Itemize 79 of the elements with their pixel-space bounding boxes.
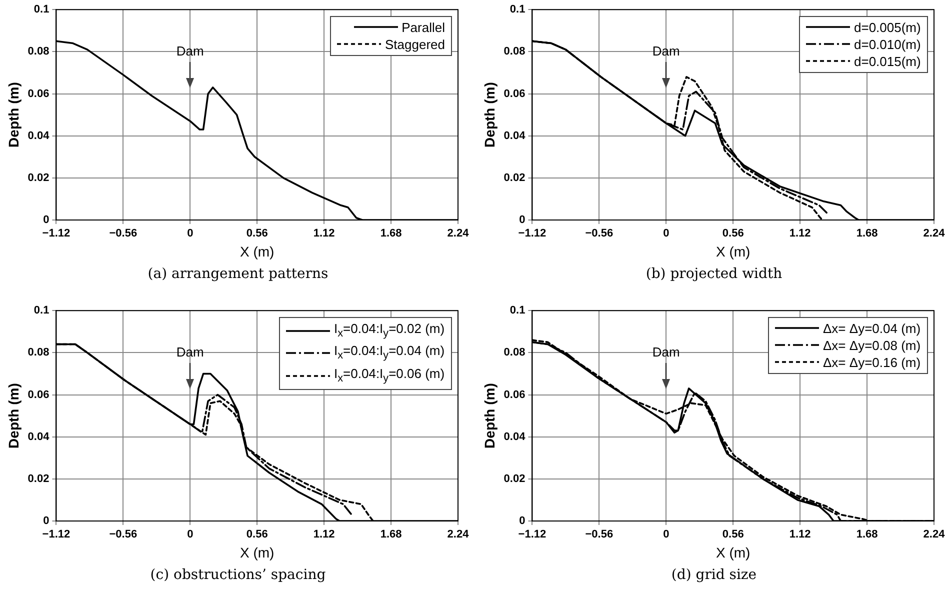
y-tick-label: 0.02 bbox=[504, 172, 526, 184]
annotation: Dam bbox=[176, 344, 204, 360]
x-tick-label: −1.12 bbox=[42, 228, 70, 240]
x-tick-label: 0 bbox=[187, 528, 194, 541]
x-axis-title: X (m) bbox=[240, 243, 274, 260]
y-tick-label: 0.06 bbox=[504, 388, 526, 401]
y-axis-title: Depth (m) bbox=[5, 82, 22, 148]
y-axis-title: Depth (m) bbox=[481, 383, 498, 448]
x-tick-label: 0 bbox=[663, 228, 670, 240]
x-axis-title: X (m) bbox=[240, 544, 274, 560]
x-tick-label: 1.68 bbox=[856, 528, 878, 541]
x-tick-label: 1.12 bbox=[789, 228, 811, 240]
x-tick-label: 0 bbox=[187, 228, 194, 240]
y-tick-label: 0.08 bbox=[504, 346, 526, 359]
legend-label: Δx= Δy=0.04 (m) bbox=[823, 320, 921, 337]
y-tick-label: 0.06 bbox=[28, 88, 50, 100]
legend-label: d=0.015(m) bbox=[854, 52, 921, 70]
x-tick-label: 2.24 bbox=[447, 528, 470, 541]
y-tick-label: 0.02 bbox=[504, 472, 526, 485]
x-axis-title: X (m) bbox=[716, 544, 750, 560]
x-tick-label: 1.68 bbox=[380, 228, 402, 240]
annotation: Dam bbox=[176, 43, 204, 58]
x-tick-label: 2.24 bbox=[923, 228, 946, 240]
y-tick-label: 0 bbox=[519, 214, 526, 226]
x-tick-label: 1.68 bbox=[380, 528, 402, 541]
legend-label: d=0.005(m) bbox=[854, 18, 921, 36]
text: (b) projected width bbox=[644, 266, 784, 282]
x-tick-label: 1.68 bbox=[856, 228, 878, 240]
y-tick-label: 0 bbox=[43, 214, 50, 226]
y-tick-label: 0.1 bbox=[34, 4, 50, 16]
x-tick-label: 0.56 bbox=[722, 528, 744, 541]
y-tick-label: 0.08 bbox=[28, 46, 50, 58]
x-axis-title: X (m) bbox=[716, 243, 750, 260]
y-axis-title: Depth (m) bbox=[5, 383, 22, 448]
y-tick-label: 0.02 bbox=[28, 172, 50, 184]
x-tick-label: 0.56 bbox=[722, 228, 744, 240]
x-tick-label: 1.12 bbox=[789, 528, 811, 541]
x-tick-label: 1.12 bbox=[313, 228, 335, 240]
legend-label: Δx= Δy=0.08 (m) bbox=[823, 336, 921, 354]
legend-label: Staggered bbox=[385, 36, 445, 53]
x-tick-label: −0.56 bbox=[109, 528, 138, 541]
y-tick-label: 0.08 bbox=[28, 346, 50, 359]
x-tick-label: −0.56 bbox=[585, 228, 614, 240]
legend-label: I$_{x}$=0.04:I$_{y}$=0.06 (m) bbox=[334, 364, 445, 386]
y-tick-label: 0.04 bbox=[28, 430, 50, 443]
x-tick-label: −1.12 bbox=[518, 228, 546, 240]
x-tick-label: −0.56 bbox=[109, 228, 138, 240]
y-tick-label: 0.04 bbox=[504, 430, 526, 443]
x-tick-label: −0.56 bbox=[585, 528, 614, 541]
x-tick-label: 0.56 bbox=[246, 528, 268, 541]
legend-label: d=0.010(m) bbox=[854, 36, 921, 53]
y-tick-label: 0.06 bbox=[504, 88, 526, 100]
y-tick-label: 0 bbox=[519, 515, 526, 528]
x-tick-label: 2.24 bbox=[923, 528, 946, 541]
text: (a) arrangement patterns bbox=[146, 266, 330, 282]
x-tick-label: −1.12 bbox=[42, 528, 70, 541]
y-tick-label: 0.1 bbox=[510, 4, 526, 16]
x-tick-label: −1.12 bbox=[518, 528, 546, 541]
x-tick-label: 0.56 bbox=[246, 228, 268, 240]
y-tick-label: 0.02 bbox=[28, 472, 50, 485]
y-tick-label: 0 bbox=[43, 515, 50, 528]
y-tick-label: 0.06 bbox=[28, 388, 50, 401]
legend-label: I$_{x}$=0.04:I$_{y}$=0.04 (m) bbox=[334, 342, 445, 364]
legend-label: Δx= Δy=0.16 (m) bbox=[823, 354, 921, 371]
x-tick-label: 1.12 bbox=[313, 528, 335, 541]
y-tick-label: 0.04 bbox=[28, 130, 50, 142]
legend-label: I$_{x}$=0.04:I$_{y}$=0.02 (m) bbox=[334, 320, 445, 342]
legend-label: Parallel bbox=[402, 18, 445, 36]
text: (d) grid size bbox=[670, 567, 758, 583]
y-tick-label: 0.1 bbox=[510, 304, 526, 317]
annotation: Dam bbox=[652, 43, 680, 58]
text: (c) obstructions’ spacing bbox=[149, 567, 327, 583]
annotation: Dam bbox=[652, 344, 680, 360]
x-tick-label: 2.24 bbox=[447, 228, 470, 240]
y-tick-label: 0.08 bbox=[504, 46, 526, 58]
x-tick-label: 0 bbox=[663, 528, 670, 541]
y-tick-label: 0.04 bbox=[504, 130, 526, 142]
y-axis-title: Depth (m) bbox=[481, 82, 498, 148]
y-tick-label: 0.1 bbox=[34, 304, 50, 317]
